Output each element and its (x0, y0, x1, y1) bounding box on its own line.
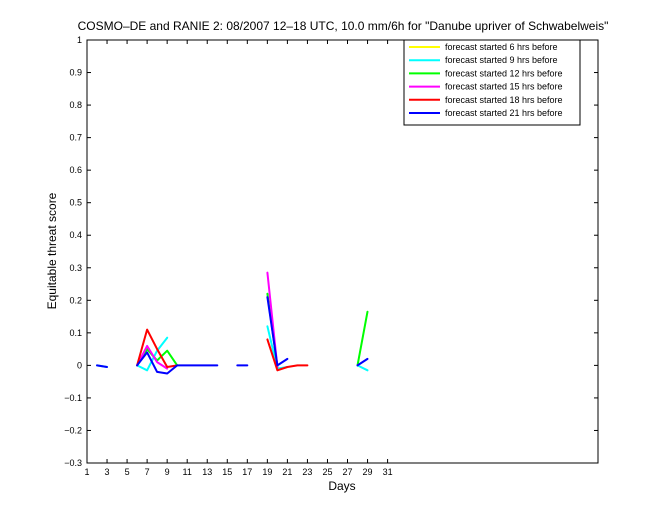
x-tick-label: 27 (343, 467, 353, 477)
series-lines (96, 271, 369, 375)
y-tick-label: 0.5 (69, 198, 82, 208)
legend-entry-3: forecast started 12 hrs before (445, 68, 563, 78)
x-axis-label: Days (328, 479, 355, 493)
y-tick-label: 0.9 (69, 68, 82, 78)
x-tick-label: 21 (282, 467, 292, 477)
y-tick-label: 1 (77, 35, 82, 45)
series-line-5 (266, 338, 309, 372)
y-tick-label: −0.2 (64, 425, 82, 435)
legend-entry-2: forecast started 9 hrs before (445, 55, 558, 65)
x-tick-label: 23 (302, 467, 312, 477)
x-tick-label: 31 (383, 467, 393, 477)
y-tick-label: 0.4 (69, 230, 82, 240)
x-tick-label: 3 (105, 467, 110, 477)
y-axis: −0.3 −0.2 −0.1 0 0.1 0.2 0.3 0.4 0.5 0.6 0.7 0.8 0.9… (64, 35, 598, 468)
y-tick-label: 0.7 (69, 133, 82, 143)
legend-entry-1: forecast started 6 hrs before (445, 42, 558, 52)
x-tick-label: 7 (145, 467, 150, 477)
x-tick-label: 1 (84, 467, 89, 477)
y-tick-label: −0.1 (64, 393, 82, 403)
series-line-2 (356, 364, 369, 372)
legend-entry-4: forecast started 15 hrs before (445, 82, 563, 92)
series-line-4 (136, 344, 169, 370)
legend: forecast started 6 hrs before forecast st… (403, 39, 581, 126)
legend-entry-5: forecast started 18 hrs before (445, 95, 563, 105)
x-tick-label: 17 (242, 467, 252, 477)
x-tick-label: 5 (125, 467, 130, 477)
x-tick-label: 13 (202, 467, 212, 477)
x-tick-label: 29 (363, 467, 373, 477)
series-line-6 (266, 296, 289, 367)
x-tick-label: 9 (165, 467, 170, 477)
x-tick-label: 11 (183, 467, 192, 477)
y-tick-label: 0.3 (69, 263, 82, 273)
series-line-6 (96, 364, 108, 368)
y-tick-label: 0.6 (69, 165, 82, 175)
series-line-6 (136, 351, 219, 375)
series-line-3 (356, 310, 369, 367)
series-line-5 (136, 328, 179, 368)
y-tick-label: 0.1 (69, 328, 82, 338)
y-tick-label: 0.2 (69, 295, 82, 305)
legend-entry-6: forecast started 21 hrs before (445, 108, 563, 118)
x-tick-label: 19 (262, 467, 272, 477)
chart-title: COSMO–DE and RANIE 2: 08/2007 12–18 UTC,… (78, 19, 609, 33)
y-tick-label: 0.8 (69, 100, 82, 110)
x-tick-label: 25 (322, 467, 332, 477)
series-line-6 (356, 357, 369, 367)
legend-box (403, 39, 581, 126)
y-axis-label: Equitable threat score (45, 192, 59, 309)
y-tick-label: −0.3 (64, 458, 82, 468)
x-tick-label: 15 (222, 467, 232, 477)
y-tick-label: 0 (77, 360, 82, 370)
x-axis: 1 3 5 7 9 11 13 15 17 19 21 23 25 27 29 31 (84, 40, 393, 477)
